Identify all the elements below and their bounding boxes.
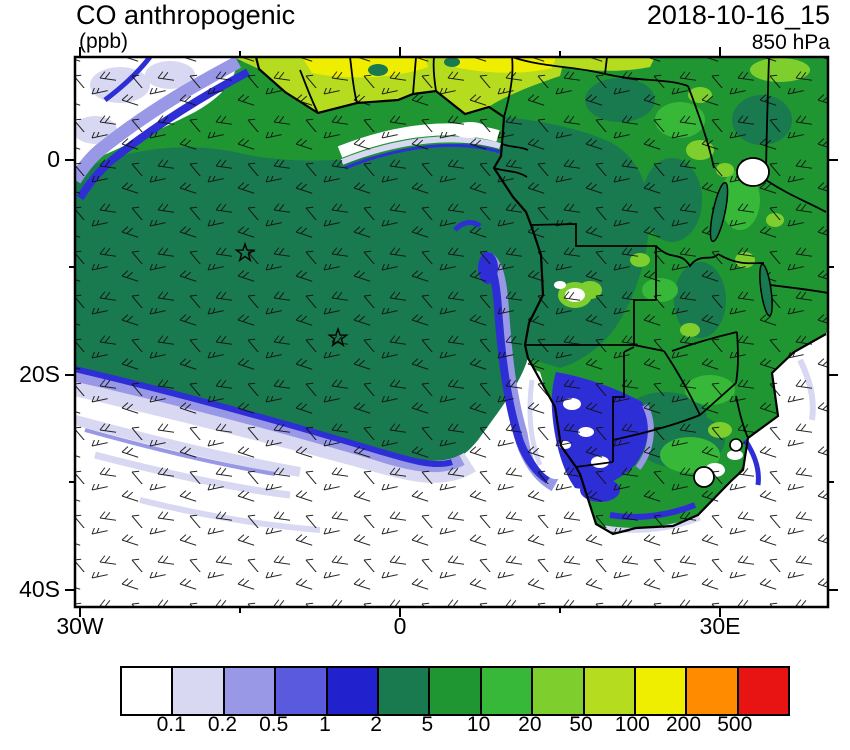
colorbar-cell (531, 668, 583, 714)
colorbar-cell (222, 668, 275, 714)
wind-barbs-layer (75, 57, 828, 607)
star-marker (327, 326, 349, 348)
lat-axis-label: 20S (19, 361, 60, 387)
colorbar-tick-label: 0.5 (259, 713, 289, 736)
colorbar-tick-label: 10 (466, 713, 491, 736)
colorbar-cell (479, 668, 532, 714)
plot-datetime: 2018-10-16_15 (646, 0, 830, 30)
colorbar-tick-label: 200 (666, 713, 702, 736)
map-frame (73, 55, 830, 609)
plot-level: 850 hPa (751, 31, 830, 54)
eswatini-border (729, 438, 743, 452)
contour-field (75, 57, 828, 607)
coastline (254, 57, 827, 536)
colorbar-cell (376, 668, 429, 714)
colorbar-cell (171, 668, 223, 714)
colorbar-cell (633, 668, 686, 714)
colorbar-tick-label: 100 (614, 713, 650, 736)
colorbar-cell (325, 668, 377, 714)
colorbar-cell (736, 668, 789, 714)
lesotho-border (693, 466, 715, 488)
plot-title: CO anthropogenic (76, 0, 296, 30)
lat-axis-label: 0 (47, 146, 60, 172)
colorbar-tick-label: 20 (518, 713, 542, 736)
colorbar-cell (685, 668, 737, 714)
plot-units: (ppb) (79, 30, 129, 53)
colorbar-labels: 0.1 0.2 0.5 1 2 5 10 20 50 100 200 500 (120, 713, 786, 741)
colorbar-cell (274, 668, 326, 714)
colorbar-cell (428, 668, 480, 714)
lon-axis-label: 0 (393, 613, 407, 639)
colorbar-tick-label: 1 (319, 713, 331, 736)
colorbar-tick-label: 0.2 (207, 713, 238, 736)
colorbar-cell (122, 668, 172, 714)
colorbar-tick-label: 2 (370, 713, 382, 736)
lake-tanganyika (709, 181, 729, 243)
colorbar-tick-label: 50 (569, 713, 593, 736)
colorbar-tick-label: 500 (717, 713, 753, 736)
lon-axis-label: 30W (56, 613, 104, 639)
colorbar-tick-label: 0.1 (156, 713, 186, 736)
lat-axis-label: 40S (19, 576, 60, 602)
colorbar-tick-label: 5 (421, 713, 434, 736)
colorbar-cell (582, 668, 634, 714)
colorbar (120, 666, 790, 716)
lake-victoria (736, 157, 770, 187)
lake-malawi (759, 263, 773, 317)
star-marker (234, 241, 256, 263)
lon-axis-label: 30E (699, 613, 741, 639)
